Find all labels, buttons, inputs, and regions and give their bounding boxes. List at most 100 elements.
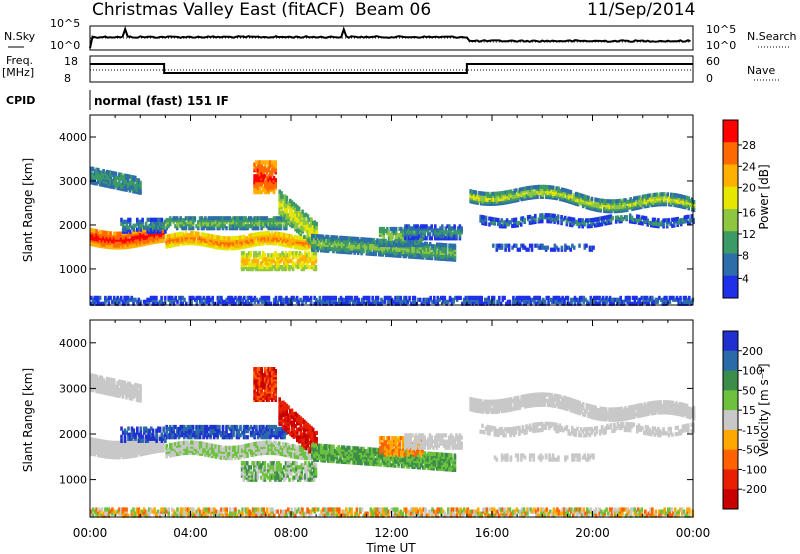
data-cell bbox=[139, 232, 142, 237]
data-cell bbox=[421, 224, 425, 229]
data-cell bbox=[90, 373, 93, 378]
data-cell bbox=[165, 218, 168, 223]
data-cell bbox=[107, 440, 111, 445]
data-cell bbox=[263, 231, 267, 236]
data-cell bbox=[495, 243, 499, 248]
data-cell bbox=[508, 299, 512, 304]
data-cell bbox=[640, 197, 643, 202]
data-cell bbox=[598, 301, 601, 306]
data-cell bbox=[667, 218, 671, 223]
data-cell bbox=[341, 301, 345, 306]
data-cell bbox=[102, 301, 105, 306]
data-cell bbox=[491, 295, 494, 300]
data-cell bbox=[153, 301, 156, 306]
data-cell bbox=[428, 242, 432, 247]
data-cell bbox=[612, 301, 615, 306]
data-cell bbox=[639, 221, 643, 226]
data-cell bbox=[662, 222, 665, 227]
data-cell bbox=[403, 301, 406, 306]
data-cell bbox=[308, 223, 311, 228]
data-cell bbox=[199, 295, 202, 300]
data-cell bbox=[518, 220, 521, 226]
data-cell bbox=[488, 199, 492, 204]
data-cell bbox=[304, 265, 307, 270]
data-cell bbox=[188, 233, 191, 238]
data-cell bbox=[98, 295, 102, 300]
data-cell bbox=[348, 295, 352, 300]
data-cell bbox=[386, 226, 389, 232]
data-cell bbox=[437, 236, 441, 241]
data-cell bbox=[638, 297, 642, 302]
data-cell bbox=[418, 234, 421, 239]
data-cell bbox=[514, 243, 518, 248]
data-cell bbox=[409, 234, 412, 239]
data-cell bbox=[419, 224, 423, 229]
data-cell bbox=[299, 297, 302, 302]
data-cell bbox=[98, 445, 102, 450]
data-cell bbox=[649, 295, 652, 300]
data-cell bbox=[272, 176, 276, 181]
data-cell bbox=[490, 201, 494, 206]
data-cell bbox=[246, 295, 250, 300]
data-cell bbox=[198, 222, 202, 227]
data-cell bbox=[450, 297, 454, 302]
data-cell bbox=[274, 160, 277, 165]
data-cell bbox=[299, 235, 302, 241]
data-cell bbox=[120, 221, 123, 226]
data-cell bbox=[400, 226, 403, 232]
data-cell bbox=[577, 218, 581, 223]
data-cell bbox=[610, 297, 614, 302]
data-cell bbox=[200, 220, 204, 225]
data-cell bbox=[341, 235, 344, 240]
data-cell bbox=[411, 299, 415, 304]
data-cell bbox=[267, 160, 270, 165]
data-cell bbox=[630, 215, 634, 220]
data-cell bbox=[174, 224, 177, 229]
data-cell bbox=[225, 226, 228, 231]
data-cell bbox=[607, 297, 610, 302]
data-cell bbox=[123, 225, 127, 230]
data-cell bbox=[181, 231, 184, 236]
data-cell bbox=[583, 243, 587, 248]
data-cell bbox=[191, 226, 195, 231]
data-cell bbox=[481, 195, 485, 200]
data-cell bbox=[216, 301, 220, 306]
data-cell bbox=[567, 189, 571, 194]
data-cell bbox=[428, 236, 432, 241]
data-cell bbox=[97, 387, 100, 392]
data-cell bbox=[253, 259, 256, 264]
data-cell bbox=[546, 245, 550, 250]
data-cell bbox=[146, 217, 150, 222]
data-cell bbox=[483, 191, 487, 196]
data-cell bbox=[416, 245, 420, 250]
data-cell bbox=[357, 301, 360, 306]
data-cell bbox=[517, 295, 520, 300]
data-cell bbox=[606, 199, 610, 204]
data-cell bbox=[424, 297, 427, 302]
data-cell bbox=[684, 295, 688, 300]
data-cell bbox=[396, 301, 399, 306]
data-cell bbox=[349, 246, 353, 251]
data-cell bbox=[278, 197, 281, 202]
noise-tick-right-bottom: 10^0 bbox=[706, 39, 736, 52]
data-cell bbox=[611, 199, 615, 204]
data-cell bbox=[569, 216, 572, 221]
data-cell bbox=[290, 301, 294, 306]
data-cell bbox=[90, 166, 93, 171]
data-cell bbox=[646, 218, 650, 223]
data-cell bbox=[209, 222, 212, 227]
data-cell bbox=[643, 204, 647, 209]
data-cell bbox=[314, 265, 318, 270]
data-cell bbox=[151, 295, 155, 300]
data-cell bbox=[366, 295, 369, 300]
data-cell bbox=[437, 252, 441, 257]
data-cell bbox=[562, 217, 565, 222]
data-cell bbox=[281, 297, 285, 302]
data-cell bbox=[235, 216, 239, 221]
data-cell bbox=[563, 215, 567, 220]
data-cell bbox=[633, 196, 636, 201]
data-cell bbox=[269, 301, 272, 306]
data-cell bbox=[508, 189, 511, 194]
data-cell bbox=[228, 216, 232, 221]
